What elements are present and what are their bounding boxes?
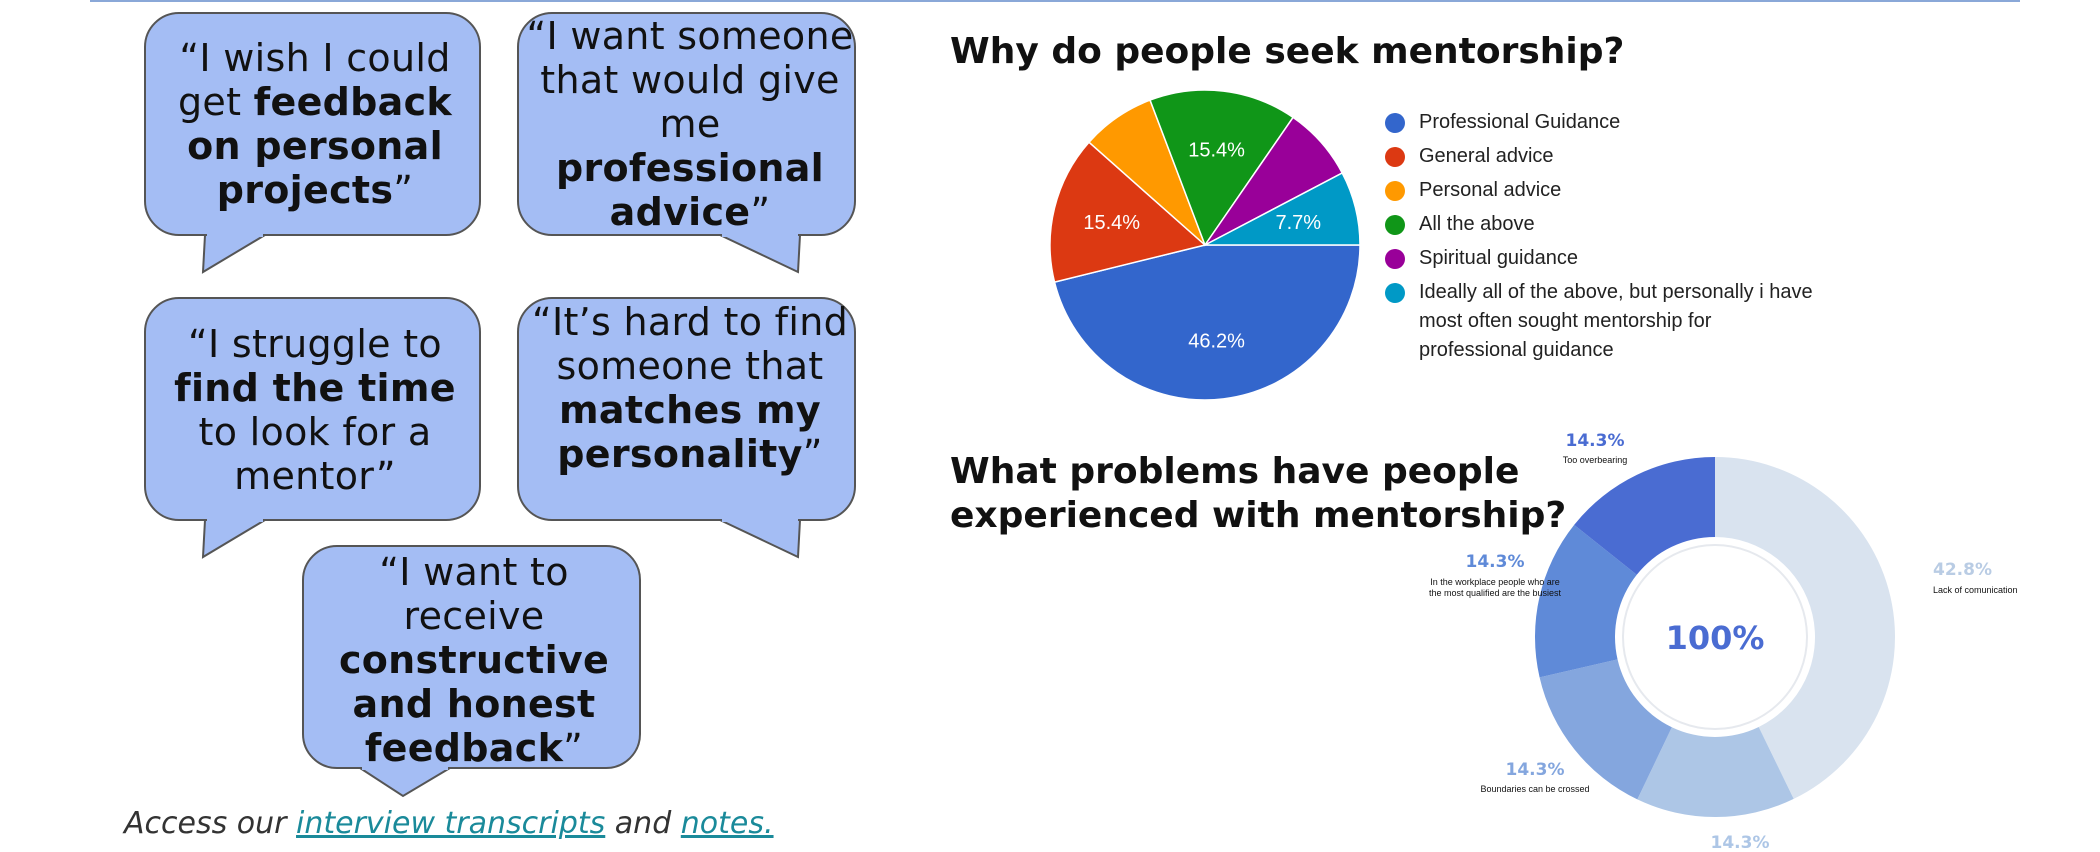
legend-swatch (1385, 181, 1405, 201)
pie-slice-1 (1053, 244, 1361, 401)
quote-text: ” (750, 190, 771, 234)
transcripts-footer: Access our interview transcripts and not… (124, 806, 774, 841)
quote-bubbles (144, 12, 856, 798)
quote-emphasis: constructive and honest feedback (338, 638, 610, 770)
quote-bubble-5: “I want to receive constructive and hone… (308, 550, 640, 770)
legend-swatch (1385, 147, 1405, 167)
donut-data-label: 42.8% (1933, 560, 1992, 580)
legend-item: Personal advice (1385, 176, 1815, 205)
pie-data-label: 7.7% (1276, 212, 1322, 234)
legend-item: Professional Guidance (1385, 108, 1815, 137)
quote-emphasis: professional advice (555, 146, 825, 234)
legend-label: Personal advice (1419, 179, 1562, 201)
legend-label: Ideally all of the above, but personally… (1419, 281, 1813, 361)
pie-slice-2 (1049, 141, 1207, 284)
quote-bubble-4: “It’s hard to find someone that matches … (520, 300, 860, 476)
speech-bubble-5 (302, 545, 641, 798)
quote-bubble-1: “I wish I could get feedback on personal… (150, 36, 480, 212)
legend-swatch (1385, 215, 1405, 235)
donut-chart-title: What problems have people experienced wi… (950, 451, 1567, 536)
footer-middle: and (605, 806, 681, 841)
pie-slice-4 (1149, 90, 1295, 247)
legend-label: Spiritual guidance (1419, 247, 1578, 269)
donut-segment-5 (1574, 457, 1715, 575)
legend-swatch (1385, 249, 1405, 269)
top-divider (90, 0, 2020, 2)
pie-data-label: 46.2% (1188, 330, 1245, 352)
donut-data-label: 14.3% (1566, 431, 1625, 451)
donut-caption: Lack of comunication (1933, 585, 2018, 595)
donut-segment-2 (1637, 726, 1794, 817)
pie-slice-6 (1204, 171, 1361, 246)
quote-text: ” (802, 432, 823, 476)
footer-prefix: Access our (124, 806, 297, 841)
pie-chart-title: Why do people seek mentorship? (950, 31, 1625, 72)
donut-center-ring (1622, 544, 1808, 730)
donut-data-label: 14.3% (1506, 760, 1565, 780)
pie-data-label: 15.4% (1188, 140, 1245, 162)
quote-text: “It’s hard to find someone that (531, 300, 849, 388)
quote-bubble-2: “I want someone that would give me profe… (520, 14, 860, 234)
donut-data-label: 14.3% (1466, 552, 1525, 572)
speech-bubble-2 (517, 12, 856, 274)
donut-caption: In the workplace people who are the most … (1429, 577, 1562, 598)
legend-label: All the above (1419, 213, 1535, 235)
legend-label: Professional Guidance (1419, 111, 1621, 133)
speech-bubble-4 (517, 297, 856, 559)
donut-segment-1 (1715, 457, 1895, 799)
donut-center-label: 100% (1666, 619, 1765, 657)
donut-segment-3 (1539, 659, 1672, 800)
speech-bubble-3 (144, 297, 481, 559)
quote-emphasis: matches my personality (557, 388, 821, 476)
donut-data-label: 14.3% (1711, 833, 1770, 852)
quote-bubble-3: “I struggle to find the time to look for… (150, 322, 480, 498)
legend-item: Ideally all of the above, but personally… (1385, 278, 1815, 365)
quote-emphasis: find the time (174, 366, 456, 410)
quote-text: “I struggle to (188, 322, 442, 366)
notes-link[interactable]: notes. (680, 806, 774, 841)
pie-chart-legend: Professional Guidance General advice Perso… (1385, 108, 1815, 370)
quote-text: ” (393, 168, 414, 212)
legend-item: All the above (1385, 210, 1815, 239)
legend-swatch (1385, 113, 1405, 133)
donut-segment-4 (1535, 524, 1637, 678)
donut-caption: Boundaries can be crossed (1480, 784, 1589, 794)
quote-text: “I wish I could get (177, 36, 451, 124)
quote-text: “I want to receive (379, 550, 569, 638)
legend-item: General advice (1385, 142, 1815, 171)
quote-text: to look for a mentor” (198, 410, 432, 498)
legend-label: General advice (1419, 145, 1554, 167)
quote-text: “I want someone that would give me (526, 14, 854, 146)
mentorship-problems-donut-chart: 42.8% Lack of comunication 14.3% 14.3% Bound… (1429, 431, 2018, 852)
pie-data-label: 15.4% (1083, 212, 1140, 234)
legend-item: Spiritual guidance (1385, 244, 1815, 273)
speech-bubble-1 (144, 12, 481, 274)
mentorship-reasons-pie-chart: 46.2% 15.4% 15.4% 7.7% (1049, 90, 1361, 401)
interview-transcripts-link[interactable]: interview transcripts (296, 806, 606, 841)
legend-swatch (1385, 283, 1405, 303)
quote-text: ” (563, 726, 584, 770)
donut-caption: Too overbearing (1563, 455, 1628, 465)
quote-emphasis: feedback on personal projects (187, 80, 452, 212)
